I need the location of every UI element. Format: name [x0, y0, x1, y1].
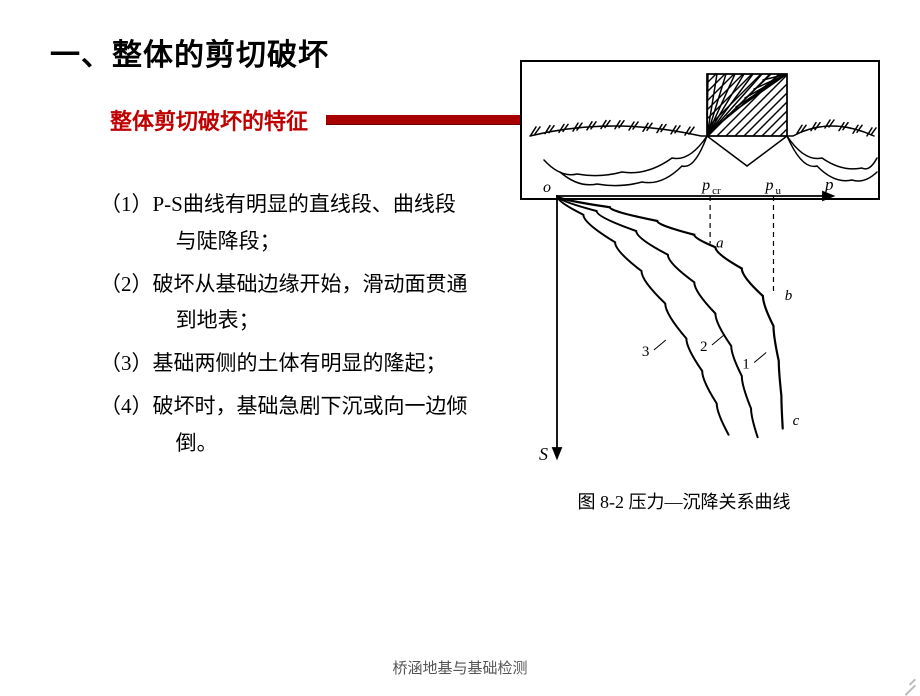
list-item: （1）P-S曲线有明显的直线段、曲线段与陡降段；: [100, 186, 470, 260]
svg-text:1: 1: [742, 357, 750, 373]
svg-text:o: o: [543, 179, 551, 196]
slide-subtitle: 整体剪切破坏的特征: [50, 104, 326, 136]
figure-column: opSpcrpu123abc 图 8-2 压力—沉降关系曲线: [488, 166, 880, 514]
list-item: （2）破坏从基础边缘开始，滑动面贯通到地表；: [100, 266, 470, 340]
svg-text:p: p: [764, 177, 773, 194]
list-item: （4）破坏时，基础急剧下沉或向一边倾倒。: [100, 388, 470, 462]
svg-text:3: 3: [642, 344, 650, 360]
svg-text:p: p: [701, 177, 710, 194]
svg-text:cr: cr: [712, 185, 721, 197]
bullet-list: （1）P-S曲线有明显的直线段、曲线段与陡降段； （2）破坏从基础边缘开始，滑动…: [50, 166, 470, 467]
svg-text:p: p: [824, 176, 834, 194]
slide-footer: 桥涵地基与基础检测: [0, 657, 920, 678]
svg-text:a: a: [716, 236, 724, 252]
chart-caption: 图 8-2 压力—沉降关系曲线: [578, 488, 791, 514]
slide: 一、整体的剪切破坏 整体剪切破坏的特征 （1）P-S曲线有明显的直线段、曲线段与…: [0, 0, 920, 690]
svg-text:c: c: [793, 413, 800, 429]
p-s-curve-chart: opSpcrpu123abc: [529, 176, 839, 466]
resize-corner-icon: [896, 666, 916, 686]
content-area: （1）P-S曲线有明显的直线段、曲线段与陡降段； （2）破坏从基础边缘开始，滑动…: [50, 166, 880, 514]
svg-text:u: u: [775, 185, 781, 197]
svg-text:S: S: [539, 444, 548, 464]
list-item: （3）基础两侧的土体有明显的隆起；: [100, 345, 470, 382]
svg-text:b: b: [785, 288, 793, 304]
svg-text:2: 2: [700, 339, 708, 355]
